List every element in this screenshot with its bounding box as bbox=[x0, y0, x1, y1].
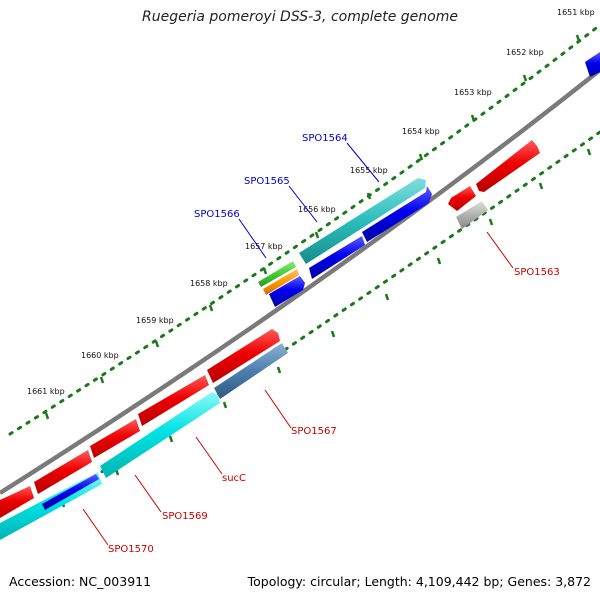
reverse-strand-genes bbox=[0, 140, 540, 540]
ruler-label: 1661 kbp bbox=[27, 387, 65, 396]
gene-spo1566-green[interactable] bbox=[258, 261, 296, 287]
gene-label-spo1563: SPO1563 bbox=[514, 267, 560, 278]
ruler-tick bbox=[470, 114, 476, 122]
gene-succ[interactable] bbox=[100, 392, 220, 478]
gene-red-left-1[interactable] bbox=[90, 419, 140, 458]
gene-spo1570[interactable] bbox=[42, 474, 99, 510]
gene-spo1565[interactable] bbox=[309, 236, 365, 279]
ruler-tick bbox=[488, 218, 494, 226]
ruler-tick bbox=[575, 34, 581, 42]
gene-labels: SPO1564 SPO1565 SPO1566 SPO1563 SPO1567 … bbox=[108, 133, 560, 555]
ruler-tick bbox=[522, 74, 528, 82]
gene-label-spo1569: SPO1569 bbox=[162, 511, 208, 522]
ruler-tick bbox=[366, 192, 372, 200]
ruler-label: 1660 kbp bbox=[81, 351, 119, 360]
ruler-tick bbox=[330, 330, 336, 338]
gene-spo1566-orange[interactable] bbox=[263, 269, 299, 295]
ruler-labels: 1651 kbp 1652 kbp 1653 kbp 1654 kbp 1655 kbp… bbox=[27, 8, 595, 396]
ruler-tick bbox=[208, 304, 214, 312]
gene-red-left-2[interactable] bbox=[34, 450, 92, 494]
gene-label-spo1565: SPO1565 bbox=[244, 176, 290, 187]
ruler-tick bbox=[538, 182, 544, 190]
gene-red-mid[interactable] bbox=[138, 375, 209, 426]
ruler-label: 1659 kbp bbox=[136, 316, 174, 325]
ruler-label: 1658 kbp bbox=[190, 279, 228, 288]
gene-spo1563-a[interactable] bbox=[476, 140, 540, 192]
forward-strand-genes bbox=[258, 52, 600, 307]
ruler-label: 1651 kbp bbox=[557, 8, 595, 17]
ruler-label: 1653 kbp bbox=[454, 88, 492, 97]
ruler-tick bbox=[262, 267, 268, 275]
label-leaders bbox=[82, 142, 514, 546]
ruler-tick bbox=[418, 153, 424, 161]
ruler-inner-dots bbox=[8, 130, 600, 534]
ruler-label: 1652 kbp bbox=[506, 48, 544, 57]
map-title: Ruegeria pomeroyi DSS-3, complete genome bbox=[142, 9, 458, 25]
ruler-label: 1655 kbp bbox=[350, 166, 388, 175]
ruler-tick bbox=[168, 435, 174, 443]
gene-spo1567[interactable] bbox=[214, 343, 288, 399]
gene-red-left-3[interactable] bbox=[0, 486, 34, 518]
ruler-tick bbox=[276, 366, 282, 374]
ruler-tick bbox=[436, 257, 442, 265]
gene-spo1564[interactable] bbox=[299, 178, 426, 264]
ruler-tick bbox=[586, 148, 592, 156]
ruler-tick bbox=[154, 340, 160, 348]
genome-summary-text: Topology: circular; Length: 4,109,442 bp… bbox=[247, 574, 591, 589]
gene-spo1565-b[interactable] bbox=[362, 186, 432, 242]
gene-label-spo1567: SPO1567 bbox=[291, 426, 337, 437]
gene-spo1563-grey[interactable] bbox=[456, 201, 488, 229]
gene-spo1567-red[interactable] bbox=[207, 329, 280, 383]
gene-blue-small[interactable] bbox=[269, 276, 305, 307]
ruler-label: 1656 kbp bbox=[298, 205, 336, 214]
ruler-outer-dots bbox=[8, 23, 600, 436]
ruler-tick bbox=[99, 376, 105, 384]
gene-label-spo1566: SPO1566 bbox=[194, 209, 240, 220]
gene-spo1563-b[interactable] bbox=[448, 186, 476, 211]
ruler-tick bbox=[314, 231, 320, 239]
ruler-label: 1654 kbp bbox=[402, 127, 440, 136]
ruler-tick bbox=[222, 401, 228, 409]
gene-label-spo1570: SPO1570 bbox=[108, 544, 154, 555]
gene-blue-edge[interactable] bbox=[585, 52, 600, 77]
ruler-tick bbox=[384, 293, 390, 301]
accession-text: Accession: NC_003911 bbox=[9, 574, 152, 589]
gene-label-succ: sucC bbox=[222, 473, 246, 484]
genome-backbone bbox=[0, 68, 600, 495]
gene-label-spo1564: SPO1564 bbox=[302, 133, 348, 144]
ruler-tick bbox=[44, 412, 50, 420]
ruler-label: 1657 kbp bbox=[245, 242, 283, 251]
